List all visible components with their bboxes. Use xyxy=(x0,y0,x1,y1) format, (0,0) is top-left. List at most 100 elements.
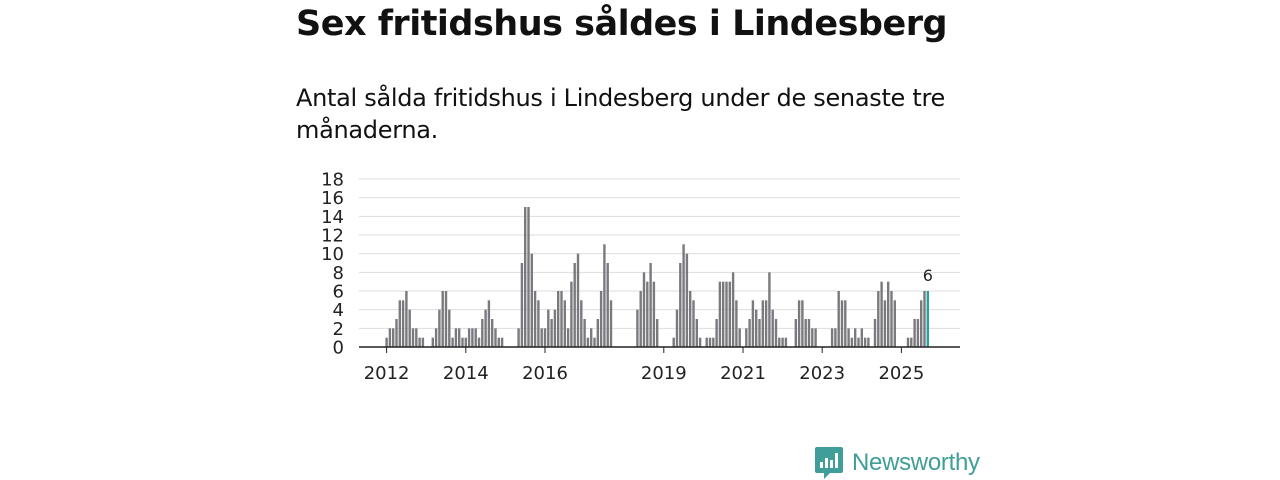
bar xyxy=(847,328,850,347)
bar xyxy=(794,319,797,347)
bar xyxy=(768,272,771,347)
bar xyxy=(834,328,837,347)
bar xyxy=(887,281,890,347)
bar xyxy=(395,319,398,347)
bar xyxy=(728,281,731,347)
bar xyxy=(596,319,599,347)
y-tick-label: 10 xyxy=(321,244,344,265)
bar xyxy=(415,328,418,347)
bar xyxy=(520,263,524,347)
bar xyxy=(761,300,764,347)
bar xyxy=(444,291,448,347)
bar xyxy=(890,291,893,347)
bar xyxy=(867,337,870,347)
x-tick-label: 2014 xyxy=(443,363,489,384)
bar xyxy=(454,328,458,347)
bar xyxy=(401,300,405,347)
bar xyxy=(689,291,692,347)
bar xyxy=(781,337,784,347)
bar xyxy=(418,337,421,347)
bar xyxy=(408,309,411,347)
bar xyxy=(807,319,811,347)
bar xyxy=(481,319,484,347)
bar xyxy=(682,244,685,347)
bar xyxy=(698,337,702,347)
bar xyxy=(494,328,497,347)
bar xyxy=(705,337,708,347)
bar xyxy=(484,309,487,347)
newsworthy-logo-icon xyxy=(815,447,843,479)
bar xyxy=(675,309,679,347)
bar xyxy=(920,300,923,347)
bar xyxy=(524,207,527,347)
bar xyxy=(712,337,715,347)
bar xyxy=(745,328,748,347)
bar xyxy=(692,300,695,347)
x-tick-label: 2012 xyxy=(364,363,410,384)
x-tick-label: 2016 xyxy=(522,363,568,384)
bar xyxy=(797,300,801,347)
bar xyxy=(811,328,814,347)
bar xyxy=(537,300,540,347)
bar xyxy=(784,337,788,347)
bar xyxy=(642,272,646,347)
y-tick-label: 2 xyxy=(333,319,344,340)
bar xyxy=(863,337,867,347)
bar xyxy=(451,337,454,347)
bar xyxy=(854,328,857,347)
bar xyxy=(774,319,778,347)
bar xyxy=(652,281,656,347)
bar xyxy=(778,337,781,347)
x-tick-label: 2019 xyxy=(641,363,687,384)
bar xyxy=(606,263,609,347)
bar xyxy=(448,309,451,347)
bar xyxy=(923,291,926,347)
bar xyxy=(474,328,477,347)
bar xyxy=(685,253,689,347)
bar xyxy=(533,291,537,347)
bar xyxy=(751,300,755,347)
bar xyxy=(540,328,543,347)
bar xyxy=(461,337,464,347)
brand-name: Newsworthy xyxy=(852,449,980,476)
bar xyxy=(801,300,804,347)
bar xyxy=(636,309,639,347)
bar xyxy=(497,337,500,347)
bar xyxy=(590,328,593,347)
chart-subtitle: Antal sålda fritidshus i Lindesberg unde… xyxy=(296,84,945,144)
bar xyxy=(850,337,854,347)
bar xyxy=(583,319,586,347)
x-tick-label: 2021 xyxy=(720,363,766,384)
bar xyxy=(708,337,712,347)
bar xyxy=(725,281,728,347)
newsworthy-brand[interactable]: Newsworthy xyxy=(814,446,980,480)
bar xyxy=(388,328,392,347)
bar xyxy=(731,272,735,347)
bar xyxy=(471,328,474,347)
bar xyxy=(398,300,401,347)
y-tick-label: 12 xyxy=(321,226,344,247)
bar xyxy=(467,328,471,347)
bar xyxy=(570,281,573,347)
bar xyxy=(695,319,698,347)
bar xyxy=(599,291,603,347)
bar xyxy=(609,300,613,347)
bar xyxy=(910,337,913,347)
bar xyxy=(837,291,840,347)
bar xyxy=(646,281,649,347)
bar xyxy=(491,319,494,347)
bar xyxy=(500,337,504,347)
bar xyxy=(563,300,566,347)
bar xyxy=(755,309,758,347)
bar xyxy=(421,337,425,347)
bar xyxy=(906,337,910,347)
chart-title: Sex fritidshus såldes i Lindesberg xyxy=(296,4,948,44)
bar xyxy=(603,244,606,347)
y-tick-label: 14 xyxy=(321,207,344,228)
y-tick-label: 18 xyxy=(321,170,344,191)
bar xyxy=(883,300,887,347)
bar xyxy=(553,309,557,347)
bar xyxy=(656,319,659,347)
bar xyxy=(543,328,547,347)
